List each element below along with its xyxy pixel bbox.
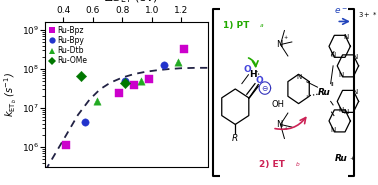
Point — [63, 144, 69, 147]
Text: N: N — [338, 107, 344, 113]
Point — [138, 79, 144, 82]
Text: N: N — [330, 127, 336, 133]
Text: N: N — [352, 54, 357, 60]
Point — [122, 80, 128, 83]
Text: $^+$: $^+$ — [282, 127, 289, 133]
Text: $^+$: $^+$ — [348, 155, 356, 164]
Text: N: N — [276, 120, 282, 129]
Y-axis label: $k_{\mathrm{ET}_b}$ (s$^{-1}$): $k_{\mathrm{ET}_b}$ (s$^{-1}$) — [2, 72, 19, 117]
Text: R: R — [231, 134, 238, 143]
Text: $e^-$: $e^-$ — [335, 6, 348, 16]
Point — [161, 64, 167, 67]
Text: O: O — [255, 75, 263, 85]
Text: N: N — [276, 40, 282, 49]
Text: N: N — [344, 34, 349, 40]
Text: $_a$: $_a$ — [259, 21, 265, 31]
Point — [146, 77, 152, 80]
Text: N: N — [344, 109, 349, 115]
Text: N: N — [296, 74, 301, 80]
Legend: Ru-Bpz, Ru-Bpy, Ru-Dtb, Ru-OMe: Ru-Bpz, Ru-Bpy, Ru-Dtb, Ru-OMe — [48, 25, 88, 66]
Text: $^+$: $^+$ — [282, 36, 289, 42]
Text: 2) ET: 2) ET — [259, 160, 285, 169]
Point — [82, 120, 88, 123]
Text: N: N — [338, 72, 344, 78]
Point — [131, 84, 137, 87]
X-axis label: $-\Delta G_{\mathrm{ET}}$ (eV): $-\Delta G_{\mathrm{ET}}$ (eV) — [95, 0, 158, 5]
Text: Ru: Ru — [318, 88, 330, 97]
Text: $_b$: $_b$ — [295, 160, 301, 169]
Point — [78, 75, 84, 78]
Text: $^{3+*}$: $^{3+*}$ — [358, 13, 377, 23]
Point — [116, 92, 122, 95]
Text: 1) PT: 1) PT — [223, 21, 249, 31]
Point — [122, 81, 128, 84]
Text: OH: OH — [271, 100, 285, 110]
Text: Ru: Ru — [335, 154, 347, 163]
Text: N: N — [330, 52, 336, 58]
Point — [181, 48, 187, 51]
Text: N: N — [352, 89, 357, 95]
Text: H: H — [249, 70, 257, 79]
Text: II: II — [331, 82, 335, 87]
Point — [94, 100, 100, 102]
Text: $\ominus$: $\ominus$ — [261, 84, 269, 92]
Text: O: O — [244, 65, 251, 74]
Point — [175, 60, 181, 63]
